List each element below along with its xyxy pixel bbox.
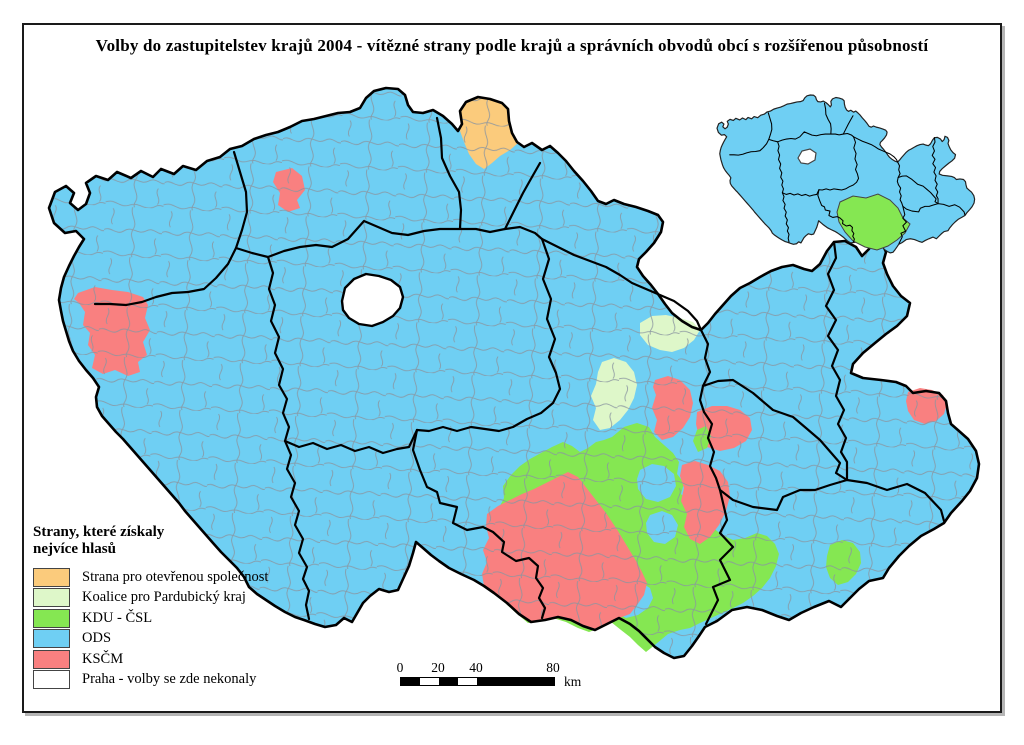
- map-title: Volby do zastupitelstev krajů 2004 - vít…: [95, 36, 929, 55]
- scale-tick-0: 0: [396, 660, 404, 675]
- scale-seg: [477, 678, 554, 685]
- legend-item-kscm: KSČM: [33, 649, 323, 670]
- scale-bar-segments: [400, 677, 555, 686]
- legend-swatch-ods: [33, 629, 70, 649]
- scale-tick-20: 20: [431, 660, 445, 675]
- inset-region-praha: [797, 148, 817, 165]
- scale-seg: [439, 678, 458, 685]
- legend-title: Strany, které získaly nejvíce hlasů: [33, 524, 323, 558]
- scale-tick-80: 80: [546, 660, 560, 675]
- scale-seg: [420, 678, 439, 685]
- legend-swatch-kscm: [33, 649, 70, 669]
- legend-item-praha: Praha - volby se zde nekonaly: [33, 670, 323, 691]
- legend-swatch-sos: [33, 567, 70, 587]
- legend-swatch-praha: [33, 670, 70, 690]
- legend-swatch-koalice: [33, 588, 70, 608]
- inset-map: [716, 94, 976, 254]
- legend: Strany, které získaly nejvíce hlasů Stra…: [33, 524, 323, 690]
- legend-title-line1: Strany, které získaly: [33, 524, 165, 540]
- legend-title-line2: nejvíce hlasů: [33, 541, 116, 557]
- legend-label: Koalice pro Pardubický kraj: [82, 589, 246, 606]
- legend-item-ods: ODS: [33, 629, 323, 650]
- legend-label: KDU - ČSL: [82, 609, 153, 626]
- scale-unit: km: [564, 674, 582, 689]
- scale-tick-40: 40: [469, 660, 483, 675]
- legend-swatch-kdu: [33, 608, 70, 628]
- inset-region-kdu: [836, 193, 911, 251]
- legend-label: Strana pro otevřenou společnost: [82, 568, 269, 585]
- scale-seg: [458, 678, 477, 685]
- legend-label: KSČM: [82, 650, 124, 667]
- region-praha: [340, 272, 405, 328]
- legend-item-koalice: Koalice pro Pardubický kraj: [33, 588, 323, 609]
- scale-seg: [401, 678, 420, 685]
- legend-label: Praha - volby se zde nekonaly: [82, 671, 257, 688]
- scale-bar: 0 20 40 80 km: [392, 660, 612, 694]
- legend-item-sos: Strana pro otevřenou společnost: [33, 567, 323, 588]
- legend-label: ODS: [82, 630, 112, 647]
- legend-item-kdu: KDU - ČSL: [33, 608, 323, 629]
